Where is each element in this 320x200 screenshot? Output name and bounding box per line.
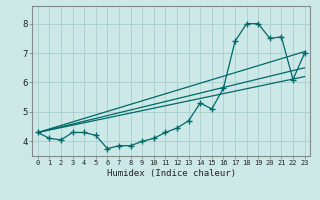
X-axis label: Humidex (Indice chaleur): Humidex (Indice chaleur) [107, 169, 236, 178]
